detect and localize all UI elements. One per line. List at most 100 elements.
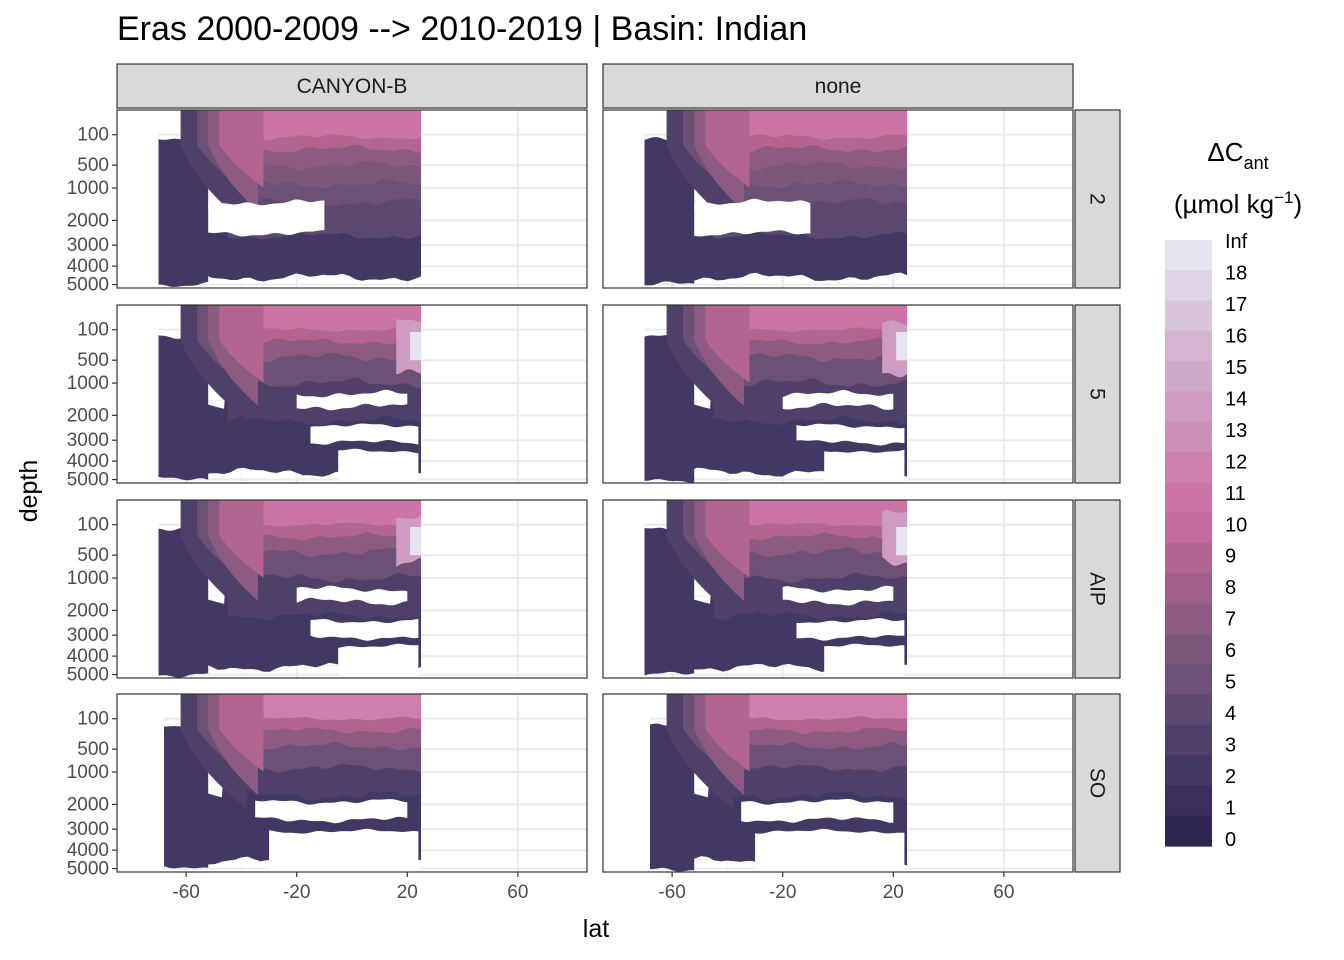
- panel-none-5: [602, 304, 1074, 484]
- y-tick-label: 500: [77, 350, 109, 371]
- y-tick-label: 3000: [67, 819, 109, 840]
- panel-border: [602, 109, 1074, 289]
- contour-band-slanted: [705, 305, 750, 383]
- no-data-north: [421, 694, 587, 872]
- row-strip-label: SO: [1086, 768, 1109, 798]
- y-axes: 1005001000200030004000500010050010002000…: [67, 125, 117, 880]
- no-data-south: [117, 694, 164, 872]
- legend-unit-prefix: (µmol kg: [1174, 189, 1274, 219]
- contour-band-slanted: [219, 500, 264, 578]
- row-strip-background: [1074, 304, 1121, 484]
- row-strip-aip: AIP: [1074, 499, 1121, 679]
- no-data-gap: [694, 198, 811, 237]
- y-tick-label: 1000: [67, 178, 109, 199]
- legend-swatch: [1165, 391, 1212, 423]
- contour-band-slanted: [705, 110, 750, 188]
- legend-swatch: [1165, 421, 1212, 453]
- contour-band-south: [158, 136, 209, 287]
- contour-band-max: [410, 527, 422, 556]
- y-tick-label: 5000: [67, 665, 109, 686]
- column-strip-background: [116, 63, 588, 109]
- legend-swatch: [1165, 664, 1212, 696]
- panel-none-aip: [602, 499, 1074, 679]
- y-tick-label: 500: [77, 545, 109, 566]
- column-strip-background: [602, 63, 1074, 109]
- contour-band-slanted: [219, 694, 264, 772]
- legend-label: 5: [1225, 672, 1236, 694]
- column-strip-none: none: [602, 63, 1074, 109]
- no-data-gap: [796, 423, 905, 446]
- no-data-gap: [824, 449, 905, 483]
- chart-title: Eras 2000-2009 --> 2010-2019 | Basin: In…: [117, 10, 807, 48]
- y-tick-label: 1000: [67, 762, 109, 783]
- row-strip-background: [1074, 109, 1121, 289]
- no-data-gap: [310, 618, 419, 641]
- no-data-south: [603, 500, 645, 678]
- row-strip-label: 2: [1086, 193, 1109, 205]
- legend-label: 1: [1225, 798, 1236, 820]
- y-tick-label: 4000: [67, 451, 109, 472]
- legend-label: 12: [1225, 451, 1247, 473]
- contour-band: [244, 694, 422, 721]
- row-strip-label: 5: [1086, 388, 1109, 400]
- contour-band-max: [410, 332, 422, 361]
- legend-unit-superscript: −1: [1274, 188, 1293, 207]
- panel-none-2: [602, 109, 1074, 289]
- y-tick-label: 100: [77, 515, 109, 536]
- y-tick-label: 4000: [67, 256, 109, 277]
- contour-band: [248, 110, 422, 140]
- contour-band-slanted: [705, 500, 750, 578]
- panel-border: [116, 693, 588, 873]
- y-tick-label: 3000: [67, 235, 109, 256]
- contour-band-slanted: [705, 694, 750, 772]
- legend-label: Inf: [1225, 231, 1248, 253]
- contour-fill: [117, 500, 587, 678]
- contour-band-south: [644, 722, 695, 872]
- legend-swatch: [1165, 300, 1212, 332]
- legend-swatch: [1165, 815, 1212, 847]
- no-data-south: [117, 110, 159, 288]
- no-data-gap: [796, 618, 905, 641]
- y-tick-label: 2000: [67, 405, 109, 426]
- legend-swatch: [1165, 330, 1212, 362]
- contour-band-slanted: [219, 110, 264, 188]
- legend-label: 3: [1225, 735, 1236, 757]
- panel-border: [116, 304, 588, 484]
- column-strip-canyon-b: CANYON-B: [116, 63, 588, 109]
- panel-border: [602, 304, 1074, 484]
- contour-band: [730, 500, 908, 527]
- contour-fill: [117, 305, 587, 483]
- no-data-gap: [824, 643, 905, 678]
- contour-band: [730, 305, 908, 332]
- x-tick-label: -60: [172, 882, 199, 903]
- legend-label: 0: [1225, 829, 1236, 851]
- y-tick-label: 5000: [67, 470, 109, 491]
- legend-label: 18: [1225, 262, 1247, 284]
- legend: ΔCant (µmol kg−1) Inf1817161514131211109…: [1165, 137, 1302, 851]
- no-data-south: [117, 305, 159, 483]
- contour-band-south: [644, 332, 695, 483]
- legend-swatch: [1165, 755, 1212, 786]
- contour-band-south: [158, 527, 209, 678]
- no-data-gap: [782, 585, 894, 606]
- x-tick-label: -20: [283, 882, 310, 903]
- legend-label: 16: [1225, 325, 1247, 347]
- x-axes: -60 -20 20 60 -60 -20 20 60: [172, 872, 1014, 903]
- y-axis-title: depth: [15, 460, 43, 523]
- contour-band-max: [896, 527, 908, 556]
- contour-band-slanted: [219, 305, 264, 383]
- legend-title-main: ΔCant: [1207, 137, 1268, 173]
- legend-swatch: [1165, 603, 1212, 635]
- x-axis-title: lat: [583, 915, 609, 943]
- no-data-gap: [255, 799, 408, 824]
- no-data-gap: [338, 643, 419, 678]
- no-data-gap: [782, 389, 894, 410]
- legend-label: 15: [1225, 357, 1247, 379]
- legend-swatch: [1165, 512, 1212, 544]
- legend-label: 9: [1225, 546, 1236, 568]
- row-strip-label: AIP: [1086, 572, 1109, 606]
- y-tick-label: 2000: [67, 600, 109, 621]
- no-data-north: [907, 110, 1073, 288]
- legend-title-subscript: ant: [1244, 153, 1269, 173]
